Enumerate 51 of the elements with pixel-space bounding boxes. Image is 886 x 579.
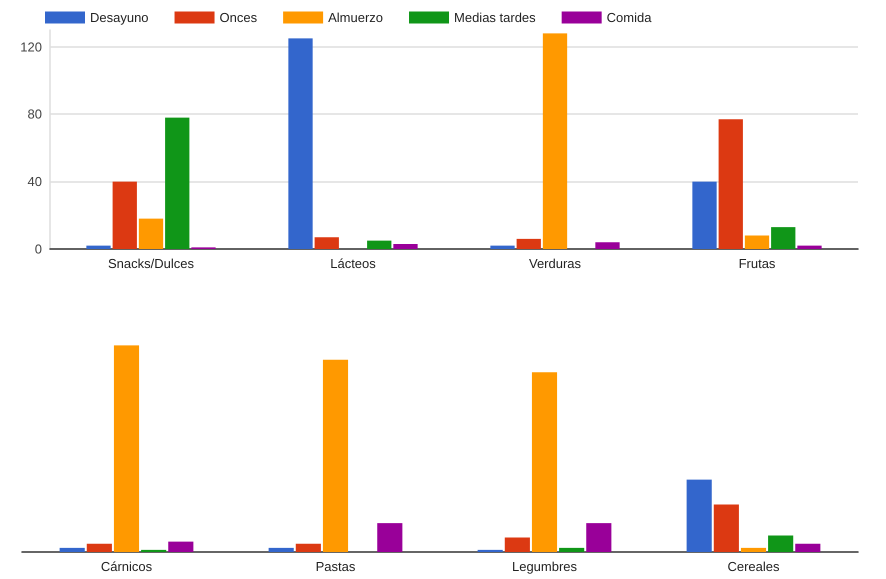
bar [296, 544, 321, 552]
bar [740, 548, 766, 552]
bar [393, 244, 418, 249]
bar [138, 218, 164, 249]
bar [322, 360, 348, 552]
bar [744, 236, 770, 249]
bar [586, 523, 612, 552]
bar [718, 119, 743, 249]
x-tick-label: Verduras [528, 256, 582, 271]
bar [516, 238, 541, 249]
bar [771, 227, 796, 249]
bar [692, 182, 717, 249]
bar [797, 246, 822, 249]
y-tick-label: 120 [20, 39, 42, 54]
bar [314, 237, 339, 249]
bar [165, 118, 190, 249]
x-tick-label: Lácteos [330, 256, 376, 271]
legend-label: Onces [220, 10, 258, 25]
legend-label: Almuerzo [328, 10, 384, 25]
bar [367, 240, 392, 249]
x-tick-label: Snacks/Dulces [108, 256, 194, 271]
bar [60, 548, 85, 552]
bar [114, 345, 140, 552]
bar [268, 548, 294, 552]
bar [168, 542, 194, 552]
bar [714, 504, 739, 552]
bar [490, 246, 515, 249]
x-tick-label: Pastas [316, 559, 356, 574]
bar [768, 535, 794, 552]
y-tick-label: 0 [34, 242, 42, 256]
bar [542, 33, 568, 249]
legend-label: Comida [606, 10, 652, 25]
x-tick-label: Legumbres [512, 559, 578, 574]
x-tick-label: Cárnicos [100, 559, 153, 574]
legend-label: Medias tardes [454, 10, 536, 25]
bar [686, 480, 712, 552]
x-tick-label: Cereales [727, 559, 780, 574]
bar [504, 538, 530, 552]
bar [795, 544, 820, 552]
bar [112, 182, 137, 249]
bar [532, 372, 558, 552]
legend-label: Desayuno [90, 10, 149, 25]
bar [86, 544, 112, 552]
bar [377, 523, 402, 552]
bar [86, 246, 111, 249]
y-tick-label: 80 [28, 106, 42, 122]
x-tick-label: Frutas [738, 256, 776, 271]
bar [288, 38, 313, 249]
bar [559, 548, 584, 552]
y-tick-label: 40 [28, 174, 42, 190]
bar [595, 242, 620, 249]
